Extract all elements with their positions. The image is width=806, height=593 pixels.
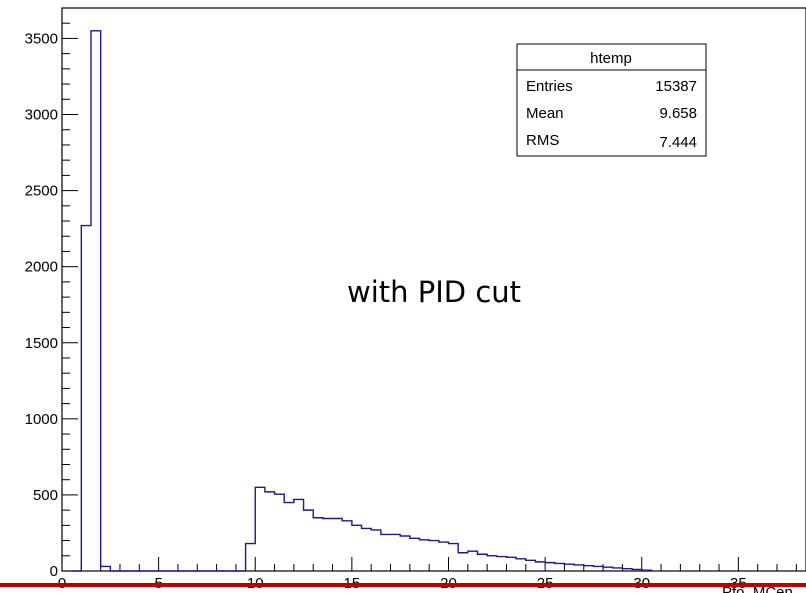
histogram-bin [101,566,111,571]
histogram-bin [545,563,555,571]
histogram-bin [371,530,381,571]
histogram-bin [400,536,410,571]
stats-title: htemp [590,50,632,67]
histogram-bin [429,541,439,571]
histogram-bin [410,538,420,571]
y-tick-label: 500 [33,487,58,504]
histogram-bin [246,544,256,571]
histogram-bin [535,562,545,571]
plot-frame [61,7,806,572]
histogram-bin [642,570,652,571]
histogram-bin [255,487,265,571]
histogram-bin [555,563,565,571]
histogram-bin [632,569,642,571]
histogram-bin [448,544,458,571]
y-tick-label: 0 [50,563,58,580]
histogram-line [71,30,653,572]
histogram-bin [516,559,526,571]
stats-value-rms: 7.444 [659,134,697,151]
stats-box: htemp Entries 15387 Mean 9.658 RMS 7.444 [516,43,707,157]
histogram-bin [613,568,623,571]
pid-cut-annotation: with PID cut [347,275,521,309]
histogram-bin [622,569,632,571]
histogram-bin [391,534,401,571]
histogram-bin [275,494,285,571]
stats-value-entries: 15387 [655,78,697,95]
histogram-bin [265,492,275,571]
histogram-bin [323,519,333,571]
histogram-bin [439,542,449,571]
y-tick-label: 1500 [25,335,58,352]
y-tick-label: 3500 [25,30,58,47]
histogram-bin [362,528,372,571]
x-axis-label: Pfo_MCen [722,584,793,593]
stats-value-mean: 9.658 [659,105,697,122]
histogram-bin [284,503,294,571]
stats-label-rms: RMS [526,132,559,149]
histogram-bin [564,564,574,571]
y-axis: 0 500 1000 1500 2000 2500 3000 3500 [25,7,78,580]
histogram-bin [477,554,487,571]
y-tick-label: 2000 [25,259,58,276]
histogram-bin [497,557,507,571]
stats-label-entries: Entries [526,78,573,95]
histogram-bin [81,226,91,571]
histogram-bin [526,560,536,571]
footer-separator-line [0,583,806,587]
histogram-bin [487,556,497,571]
histogram-bin [333,519,343,571]
histogram-bin [603,567,613,571]
histogram-bin [91,31,101,571]
histogram-bin [468,551,478,571]
histogram-bin [313,518,323,571]
histogram-bin [574,565,584,571]
histogram-bin [342,521,352,571]
y-tick-label: 3000 [25,107,58,124]
histogram-bin [352,525,362,571]
histogram-bin [584,566,594,571]
histogram-bin [420,540,430,571]
histogram-bin [294,499,304,571]
stats-label-mean: Mean [526,105,564,122]
histogram-bin [506,557,516,571]
y-tick-label: 1000 [25,411,58,428]
histogram-bin [381,534,391,571]
histogram-bin [304,510,314,571]
y-tick-label: 2500 [25,183,58,200]
histogram-bin [593,566,603,571]
histogram-bin [458,553,468,571]
